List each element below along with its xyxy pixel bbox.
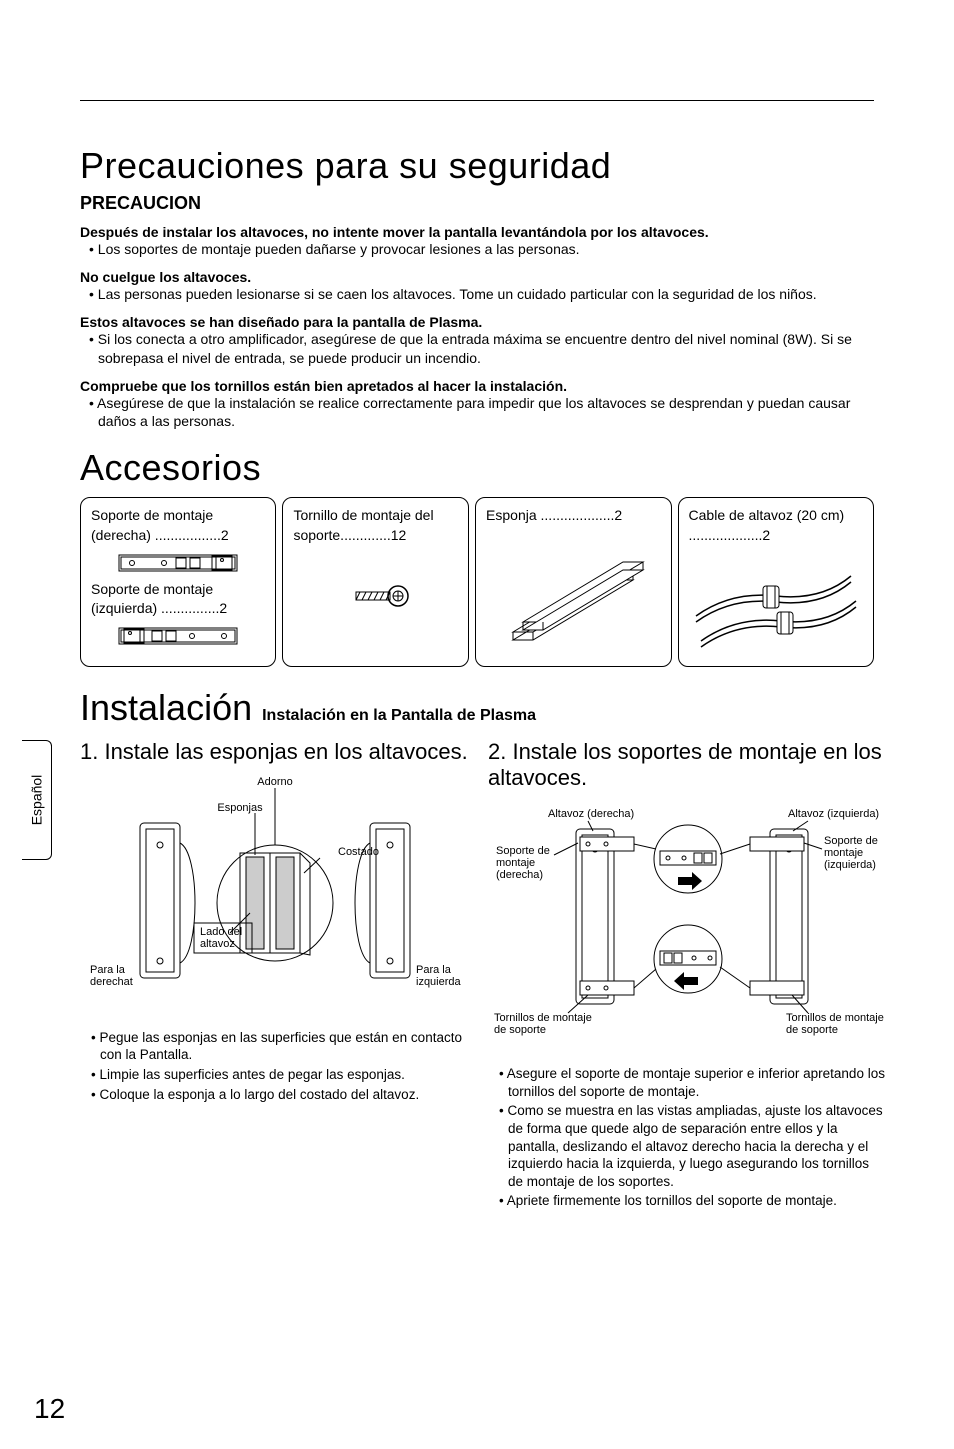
warn-head-3: Compruebe que los tornillos están bien a… bbox=[80, 378, 874, 394]
acc-sponge-label: Esponja ...................2 bbox=[486, 506, 660, 526]
warn-body-3: • Asegúrese de que la instalación se rea… bbox=[80, 394, 874, 432]
svg-text:izquierda: izquierda bbox=[416, 976, 462, 988]
step1-figure: Adorno Esponjas Costado Lado del altavoz… bbox=[80, 773, 470, 1023]
step2-column: 2. Instale los soportes de montaje en lo… bbox=[488, 739, 885, 1210]
step2-b0: • Asegure el soporte de montaje superior… bbox=[488, 1065, 885, 1100]
step1-title: 1. Instale las esponjas en los altavoces… bbox=[80, 739, 470, 765]
install-subtitle: Instalación en la Pantalla de Plasma bbox=[262, 707, 536, 725]
warn-body-1: • Las personas pueden lesionarse si se c… bbox=[80, 285, 874, 304]
step1-b0: • Pegue las esponjas en las superficies … bbox=[80, 1029, 470, 1064]
step2-b1: • Como se muestra en las vistas ampliada… bbox=[488, 1102, 885, 1190]
svg-text:Tornillos de montaje: Tornillos de montaje bbox=[494, 1012, 592, 1024]
lbl-right-spk: Para la bbox=[416, 964, 452, 976]
svg-text:Soporte de: Soporte de bbox=[824, 835, 878, 847]
svg-text:Tornillos de montaje: Tornillos de montaje bbox=[786, 1012, 884, 1024]
page-number: 12 bbox=[34, 1393, 65, 1425]
svg-text:derechat: derechat bbox=[90, 976, 133, 988]
warn-head-0: Después de instalar los altavoces, no in… bbox=[80, 224, 874, 240]
svg-text:de soporte: de soporte bbox=[494, 1024, 546, 1036]
acc-brkt-r-label: Soporte de montaje (derecha) ...........… bbox=[91, 506, 265, 545]
acc-sponge: Esponja ...................2 bbox=[475, 497, 671, 666]
acc-brkt-l-label: Soporte de montaje (izquierda) .........… bbox=[91, 580, 265, 619]
lbl-esponjas: Esponjas bbox=[217, 802, 263, 814]
acc-brackets: Soporte de montaje (derecha) ...........… bbox=[80, 497, 276, 666]
page-title: Precauciones para su seguridad bbox=[80, 145, 874, 187]
accessories-title: Accesorios bbox=[80, 447, 874, 489]
step2-b2: • Apriete firmemente los tornillos del s… bbox=[488, 1192, 885, 1210]
step1-b1: • Limpie las superficies antes de pegar … bbox=[80, 1066, 470, 1084]
svg-text:altavoz: altavoz bbox=[200, 938, 235, 950]
svg-text:(izquierda): (izquierda) bbox=[824, 859, 876, 871]
acc-screws: Tornillo de montaje del soporte.........… bbox=[282, 497, 469, 666]
bracket-left-icon bbox=[118, 625, 238, 647]
install-title: Instalación bbox=[80, 687, 252, 729]
step1-column: 1. Instale las esponjas en los altavoces… bbox=[80, 739, 470, 1210]
acc-cable: Cable de altavoz (20 cm) ...............… bbox=[678, 497, 874, 666]
lbl-left-spk: Para la bbox=[90, 964, 126, 976]
precaution-heading: PRECAUCION bbox=[80, 193, 874, 214]
acc-cable-label: Cable de altavoz (20 cm) ...............… bbox=[689, 506, 863, 545]
svg-text:montaje: montaje bbox=[496, 857, 535, 869]
cable-icon bbox=[691, 556, 861, 656]
lbl-lado: Lado del bbox=[200, 926, 242, 938]
warn-head-1: No cuelgue los altavoces. bbox=[80, 269, 874, 285]
svg-text:montaje: montaje bbox=[824, 847, 863, 859]
warn-head-2: Estos altavoces se han diseñado para la … bbox=[80, 314, 874, 330]
lbl-adorno: Adorno bbox=[257, 776, 292, 788]
step1-b2: • Coloque la esponja a lo largo del cost… bbox=[80, 1086, 470, 1104]
svg-text:de soporte: de soporte bbox=[786, 1024, 838, 1036]
accessories-row: Soporte de montaje (derecha) ...........… bbox=[80, 497, 874, 666]
sponge-icon bbox=[493, 532, 653, 652]
screw-icon bbox=[336, 576, 416, 616]
step2-figure: Altavoz (derecha) Altavoz (izquierda) So… bbox=[488, 799, 888, 1059]
step2-title: 2. Instale los soportes de montaje en lo… bbox=[488, 739, 885, 792]
lbl-costado: Costado bbox=[338, 846, 379, 858]
lbl-spk-r: Altavoz (derecha) bbox=[548, 808, 634, 820]
svg-text:Soporte de: Soporte de bbox=[496, 845, 550, 857]
lbl-spk-l: Altavoz (izquierda) bbox=[788, 808, 879, 820]
acc-screws-label: Tornillo de montaje del soporte.........… bbox=[293, 506, 458, 545]
warn-body-2: • Si los conecta a otro amplificador, as… bbox=[80, 330, 874, 368]
warn-body-0: • Los soportes de montaje pueden dañarse… bbox=[80, 240, 874, 259]
install-heading: Instalación Instalación en la Pantalla d… bbox=[80, 687, 874, 729]
svg-text:(derecha): (derecha) bbox=[496, 869, 543, 881]
language-tab: Español bbox=[22, 740, 52, 860]
bracket-right-icon bbox=[118, 552, 238, 574]
language-label: Español bbox=[29, 775, 45, 826]
